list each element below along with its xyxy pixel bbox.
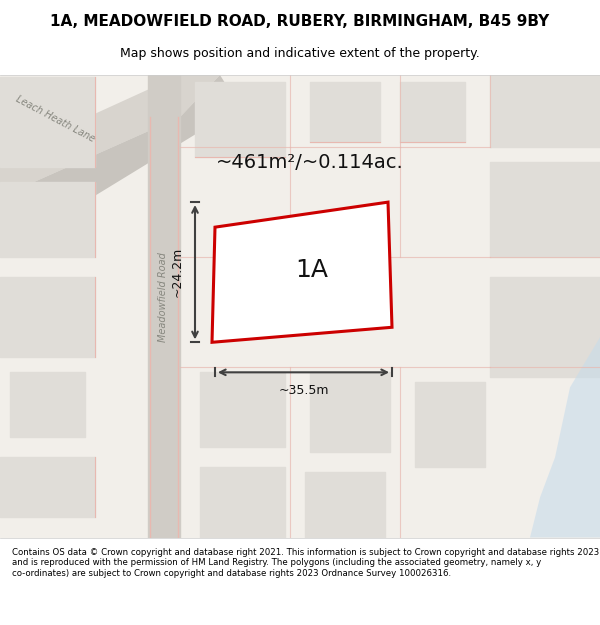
Bar [148, 75, 180, 538]
Bar [0, 278, 95, 358]
Bar [305, 472, 385, 538]
Text: Leach Heath Lane: Leach Heath Lane [14, 94, 96, 144]
Bar [415, 382, 485, 468]
Polygon shape [0, 75, 220, 197]
Text: ~35.5m: ~35.5m [278, 384, 329, 397]
Polygon shape [530, 338, 600, 538]
Bar [200, 468, 285, 538]
Text: Map shows position and indicative extent of the property.: Map shows position and indicative extent… [120, 48, 480, 61]
Text: ~24.2m: ~24.2m [170, 247, 184, 298]
Bar [10, 372, 85, 438]
Bar [490, 278, 600, 378]
Bar [195, 82, 285, 157]
Polygon shape [0, 75, 240, 217]
Bar [490, 75, 600, 147]
Polygon shape [212, 202, 392, 342]
Bar [0, 77, 95, 167]
Text: 1A: 1A [295, 258, 328, 282]
Bar [310, 372, 390, 452]
Text: ~461m²/~0.114ac.: ~461m²/~0.114ac. [216, 152, 404, 172]
Text: Meadowfield Road: Meadowfield Road [158, 253, 168, 342]
Bar [400, 82, 465, 142]
Text: 1A, MEADOWFIELD ROAD, RUBERY, BIRMINGHAM, B45 9BY: 1A, MEADOWFIELD ROAD, RUBERY, BIRMINGHAM… [50, 14, 550, 29]
Bar [310, 82, 380, 142]
Text: Contains OS data © Crown copyright and database right 2021. This information is : Contains OS data © Crown copyright and d… [12, 548, 599, 578]
Bar [0, 458, 95, 518]
Bar [0, 182, 95, 258]
Bar [490, 162, 600, 258]
Bar [200, 372, 285, 448]
